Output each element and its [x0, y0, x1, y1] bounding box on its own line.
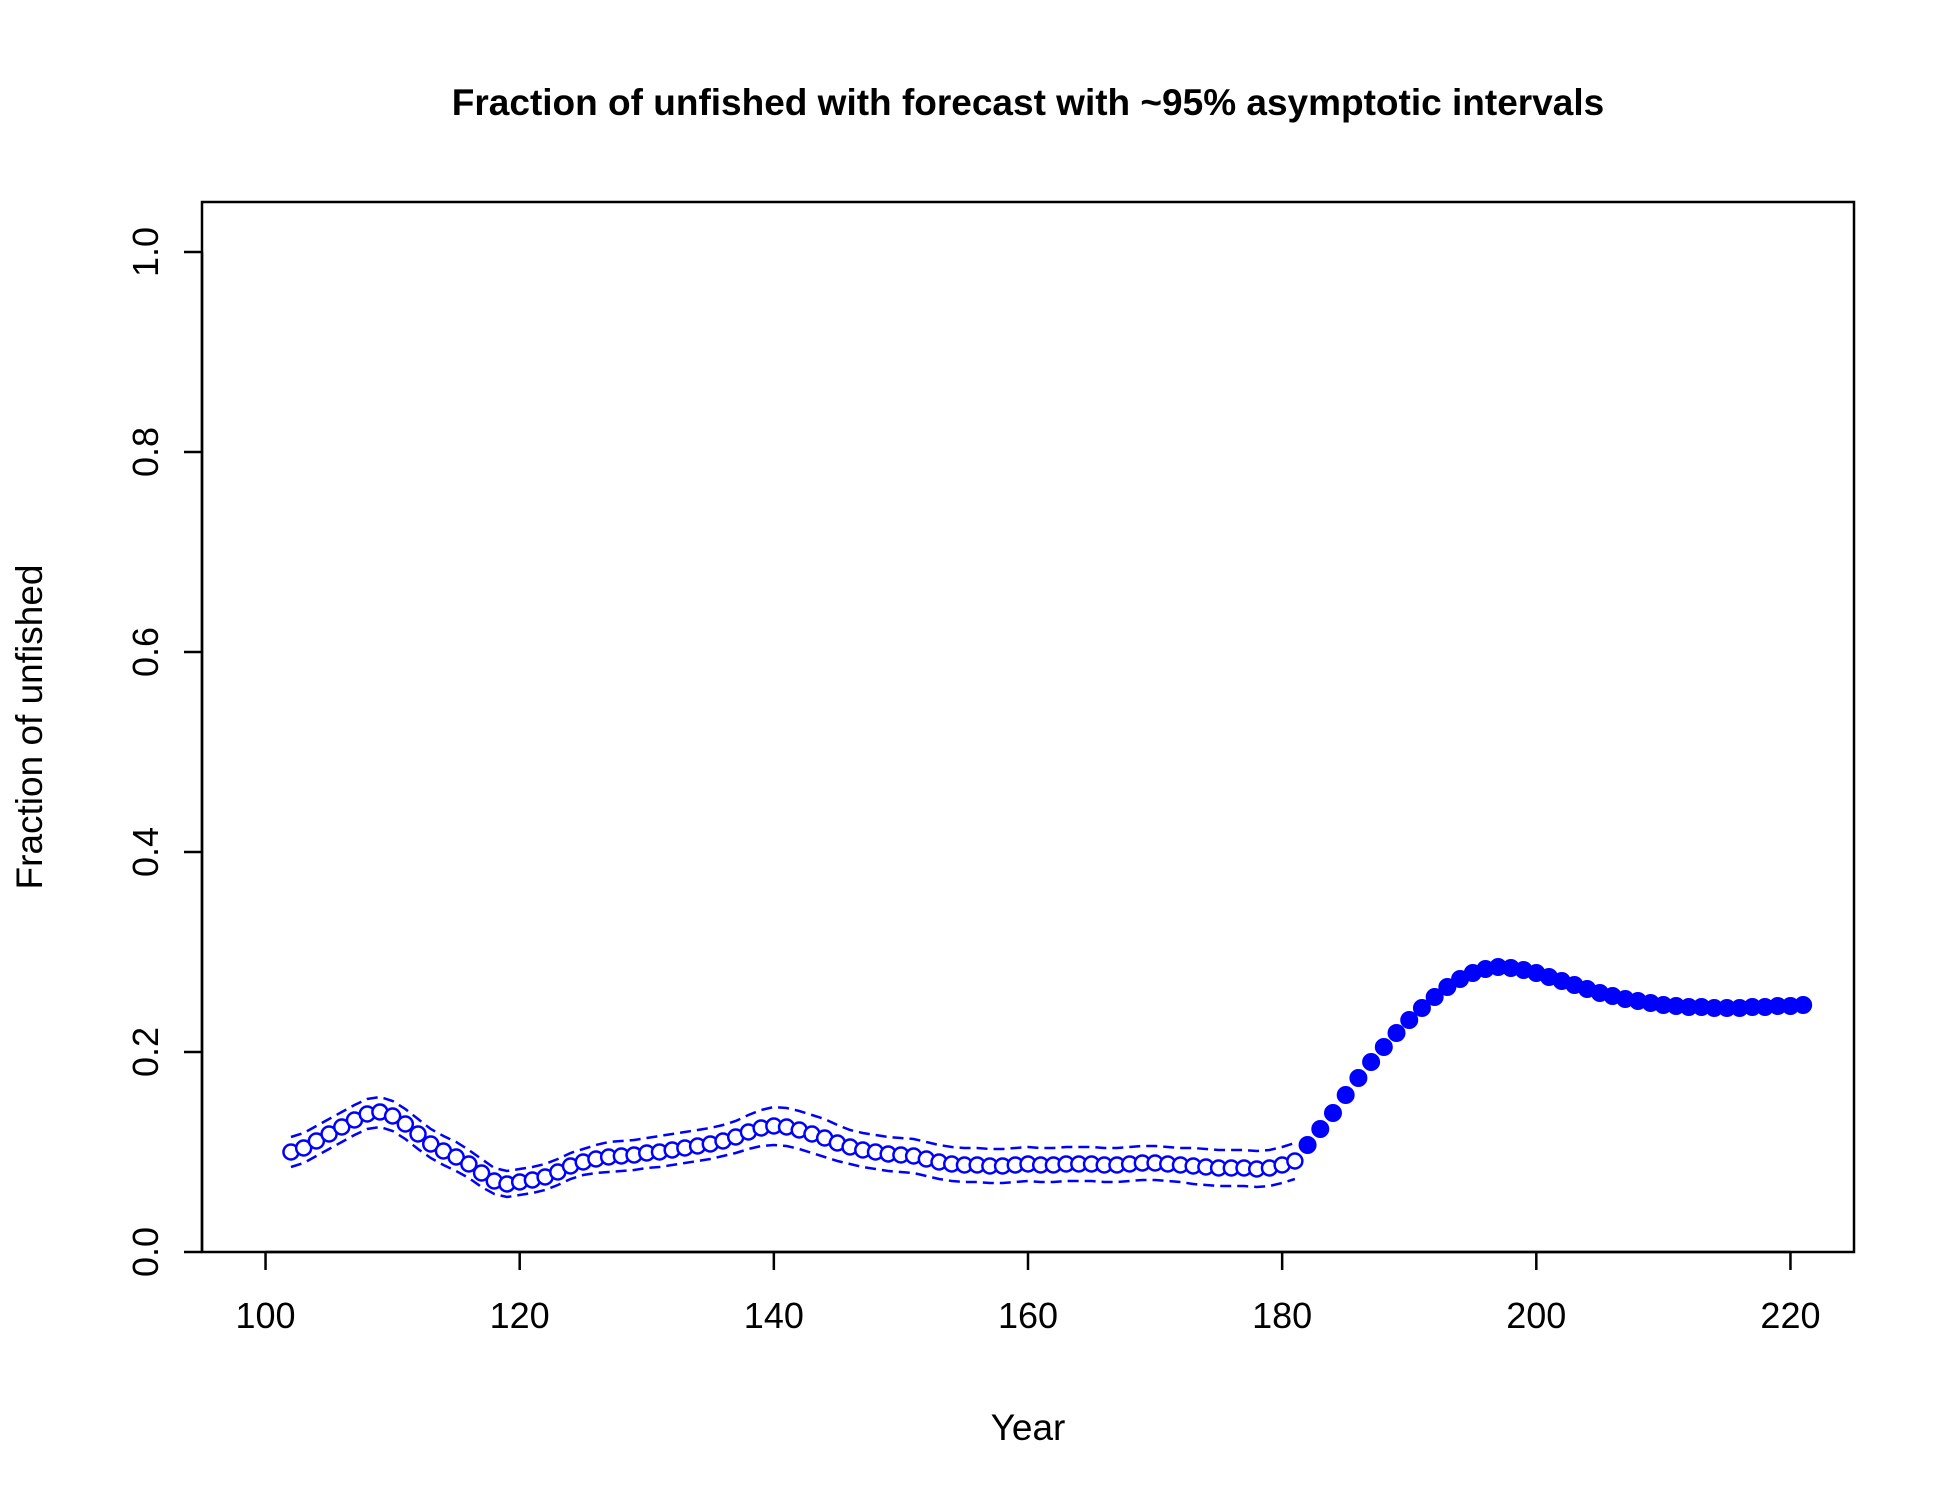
- interval-lines: [290, 1095, 1296, 1199]
- x-tick-label: 160: [998, 1295, 1058, 1336]
- data-points: [282, 958, 1813, 1193]
- estimate-point: [396, 1115, 415, 1133]
- forecast-point: [1362, 1053, 1381, 1071]
- forecast-point: [1323, 1104, 1342, 1122]
- forecast-point: [1336, 1086, 1355, 1104]
- y-tick-label: 0.0: [125, 1227, 166, 1277]
- forecast-point: [1387, 1024, 1406, 1042]
- forecast-point: [1794, 996, 1813, 1014]
- chart-title: Fraction of unfished with forecast with …: [452, 82, 1604, 123]
- forecast-point: [1400, 1011, 1419, 1029]
- forecast-point: [1425, 988, 1444, 1006]
- estimate-point: [460, 1155, 478, 1173]
- estimate-point: [472, 1164, 491, 1182]
- x-tick-label: 120: [490, 1295, 550, 1336]
- y-tick-label: 0.2: [125, 1027, 166, 1077]
- upper-interval-line: [290, 1095, 1296, 1173]
- x-tick-label: 220: [1760, 1295, 1820, 1336]
- estimate-point: [1286, 1152, 1304, 1170]
- x-tick-label: 140: [744, 1295, 804, 1336]
- forecast-point: [1438, 978, 1457, 996]
- x-axis: 100 120 140 160 180 200 220: [235, 1250, 1821, 1336]
- x-tick-label: 180: [1252, 1295, 1312, 1336]
- y-tick-label: 0.8: [125, 427, 166, 477]
- forecast-point: [1374, 1038, 1393, 1056]
- y-tick-label: 0.4: [125, 827, 166, 877]
- forecast-point: [1349, 1069, 1368, 1087]
- y-axis-label: Fraction of unfished: [9, 565, 50, 890]
- estimate-point: [383, 1107, 402, 1125]
- plot-frame: [200, 200, 1856, 1254]
- x-axis-label: Year: [991, 1407, 1066, 1448]
- lower-interval-line: [290, 1125, 1296, 1199]
- y-tick-label: 1.0: [125, 227, 166, 277]
- estimate-point: [409, 1125, 427, 1143]
- forecast-point: [1412, 999, 1431, 1017]
- forecast-point: [1298, 1136, 1317, 1154]
- x-tick-label: 100: [235, 1295, 295, 1336]
- x-tick-label: 200: [1506, 1295, 1566, 1336]
- forecast-point: [1311, 1120, 1330, 1138]
- y-tick-label: 0.6: [125, 627, 166, 677]
- y-axis: 0.0 0.2 0.4 0.6 0.8 1.0: [125, 227, 204, 1277]
